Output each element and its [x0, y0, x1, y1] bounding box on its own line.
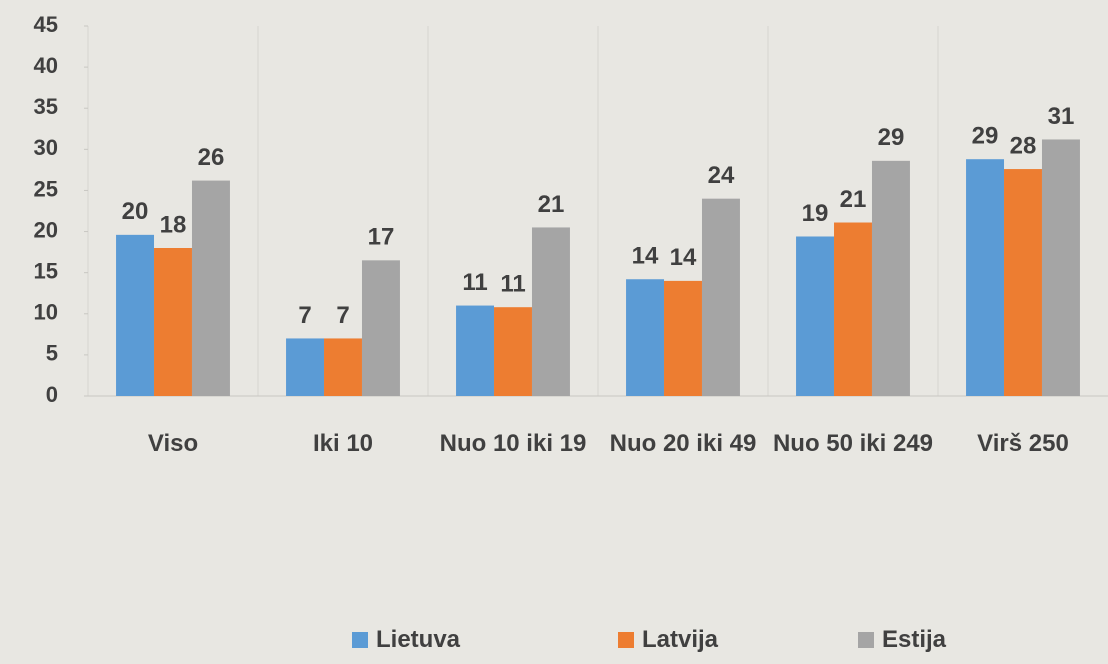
bar — [361, 260, 400, 396]
x-tick-label: Virš 250 — [977, 430, 1069, 457]
data-label: 20 — [122, 198, 149, 225]
bar — [1004, 169, 1042, 396]
x-tick-label: Iki 10 — [312, 430, 374, 457]
bar — [116, 234, 155, 396]
data-label: 11 — [500, 271, 525, 298]
bar — [494, 307, 532, 396]
data-label: 26 — [198, 144, 225, 171]
legend-item: Latvija — [618, 626, 718, 654]
bar — [531, 227, 570, 396]
bar — [286, 338, 325, 396]
data-label: 31 — [1048, 103, 1075, 130]
legend-item: Lietuva — [352, 626, 460, 654]
data-label: 24 — [708, 162, 735, 189]
bar — [324, 338, 362, 396]
x-tick-label: Nuo 10 iki 19 — [439, 430, 587, 457]
data-label: 14 — [670, 244, 697, 271]
bar — [701, 198, 740, 396]
bar — [871, 160, 910, 396]
data-label: 18 — [160, 211, 187, 238]
x-tick-label: Viso — [147, 430, 199, 457]
data-label: 7 — [336, 302, 349, 329]
legend-label: Estija — [882, 626, 947, 653]
bar — [626, 279, 665, 396]
y-tick-label: 20 — [34, 217, 58, 242]
y-tick-label: 0 — [46, 382, 58, 407]
y-tick-label: 35 — [34, 94, 58, 119]
data-label: 29 — [972, 123, 999, 150]
y-tick-label: 25 — [34, 176, 58, 201]
legend-swatch — [618, 632, 634, 648]
legend-label: Lietuva — [376, 626, 461, 653]
x-tick-label: Nuo 20 iki 49 — [609, 430, 757, 457]
bar — [966, 159, 1005, 396]
bar — [796, 236, 835, 396]
legend-item: Estija — [858, 626, 946, 654]
data-label: 29 — [878, 124, 905, 151]
data-label: 28 — [1010, 132, 1037, 159]
data-label: 17 — [368, 224, 395, 251]
data-label: 14 — [632, 243, 659, 270]
data-label: 7 — [298, 302, 311, 329]
y-tick-label: 40 — [34, 53, 58, 78]
bar — [456, 305, 495, 396]
y-tick-label: 30 — [34, 135, 58, 160]
data-label: 21 — [538, 191, 565, 218]
bar — [834, 222, 872, 396]
data-label: 19 — [802, 200, 829, 227]
bar — [1041, 139, 1080, 396]
legend-swatch — [352, 632, 368, 648]
legend: Lietuva Latvija Estija — [0, 626, 1108, 660]
legend-swatch — [858, 632, 874, 648]
bar — [154, 248, 192, 396]
bar — [664, 280, 702, 396]
x-tick-label: Nuo 50 iki 249 — [772, 430, 934, 457]
data-label: 21 — [840, 186, 867, 213]
data-label: 11 — [462, 269, 487, 296]
y-tick-label: 5 — [46, 341, 58, 366]
y-tick-label: 45 — [34, 12, 58, 37]
legend-label: Latvija — [642, 626, 719, 653]
y-tick-label: 15 — [34, 258, 58, 283]
bar — [191, 180, 230, 396]
y-tick-label: 10 — [34, 300, 58, 325]
